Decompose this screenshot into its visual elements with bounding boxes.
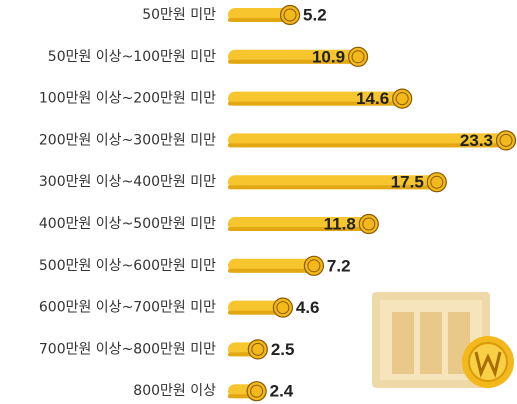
bar-shade	[228, 18, 291, 22]
value-label: 17.5	[391, 173, 424, 192]
value-label: 11.8	[324, 214, 356, 233]
bar-shade	[228, 310, 283, 315]
category-label: 600만원 이상~700만원 미만	[39, 300, 216, 316]
coin-icon	[358, 213, 379, 235]
coin-inner	[276, 301, 290, 315]
bar-shade	[228, 143, 506, 148]
coin-icon	[303, 255, 325, 276]
coin-inner	[283, 8, 297, 22]
coin-inner	[307, 259, 321, 273]
coin-inner	[251, 342, 265, 356]
bar-shade	[228, 227, 369, 231]
bar-shade	[228, 268, 314, 273]
bar-shade	[228, 185, 437, 190]
value-label: 4.6	[296, 298, 320, 317]
category-label: 500만원 이상~600만원 미만	[39, 258, 216, 274]
coin-inner	[362, 217, 376, 231]
coin-icon	[272, 297, 293, 318]
category-label: 50만원 미만	[142, 7, 216, 23]
category-label: 400만원 이상~500만원 미만	[39, 216, 216, 232]
category-label: 700만원 이상~800만원 미만	[39, 341, 216, 357]
coin-icon	[392, 88, 413, 109]
coin-inner	[351, 50, 365, 64]
coin-icon	[279, 4, 301, 26]
category-label: 800만원 이상	[133, 383, 216, 399]
value-label: 14.6	[356, 89, 389, 108]
coin-inner	[499, 133, 513, 147]
category-label: 300만원 이상~400만원 미만	[39, 174, 216, 190]
coin-inner	[395, 92, 409, 106]
value-label: 2.5	[271, 340, 295, 359]
wallet-illustration	[372, 292, 514, 388]
bar-shade	[228, 101, 403, 106]
coin-icon	[246, 381, 267, 402]
coin-inner	[250, 384, 264, 398]
value-label: 10.9	[312, 47, 345, 66]
coin-icon	[426, 172, 447, 193]
coin-icon	[347, 46, 369, 67]
value-label: 2.4	[270, 382, 294, 401]
value-label: 23.3	[460, 131, 493, 150]
category-label: 200만원 이상~300만원 미만	[39, 132, 216, 148]
value-label: 5.2	[303, 5, 327, 24]
category-label: 100만원 이상~200만원 미만	[39, 91, 216, 107]
category-label: 50만원 이상~100만원 미만	[48, 49, 216, 65]
value-label: 7.2	[327, 256, 351, 275]
coin-icon	[495, 130, 517, 151]
coin-inner	[430, 175, 444, 189]
bar-shade	[228, 59, 359, 64]
coin-icon	[247, 339, 268, 360]
